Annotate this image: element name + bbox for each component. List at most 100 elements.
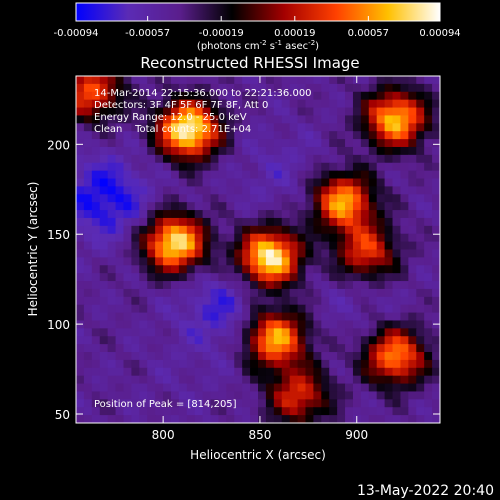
heatmap-cell — [99, 359, 109, 369]
heatmap-cell — [289, 281, 299, 290]
heatmap-cell — [416, 91, 425, 101]
heatmap-cell — [234, 99, 243, 109]
heatmap-cell — [242, 312, 251, 322]
heatmap-cell — [242, 241, 251, 251]
heatmap-cell — [424, 407, 433, 416]
heatmap-cell — [258, 123, 267, 132]
heatmap-cell — [368, 273, 378, 282]
heatmap-cell — [384, 336, 394, 345]
heatmap-cell — [155, 115, 164, 124]
heatmap-cell — [273, 288, 283, 298]
heatmap-cell — [273, 391, 283, 400]
heatmap-cell — [147, 210, 156, 219]
heatmap-cell — [83, 154, 93, 164]
heatmap-cell — [392, 415, 402, 423]
heatmap-cell — [234, 367, 243, 377]
heatmap-cell — [408, 131, 417, 140]
heatmap-cell — [368, 154, 378, 164]
heatmap-cell — [163, 273, 172, 282]
heatmap-cell — [352, 249, 362, 258]
heatmap-cell — [368, 383, 378, 393]
heatmap-cell — [321, 359, 330, 369]
heatmap-cell — [384, 281, 394, 290]
heatmap-cell — [242, 296, 251, 306]
heatmap-cell — [91, 178, 101, 188]
heatmap-cell — [186, 139, 196, 148]
heatmap-cell — [368, 415, 378, 423]
heatmap-cell — [297, 154, 307, 164]
heatmap-cell — [384, 249, 394, 258]
heatmap-cell — [400, 123, 409, 132]
heatmap-cell — [147, 154, 156, 164]
heatmap-cell — [202, 146, 212, 156]
heatmap-cell — [408, 83, 417, 93]
heatmap-cell — [186, 399, 196, 408]
heatmap-cell — [305, 312, 314, 322]
heatmap-cell — [226, 415, 235, 423]
heatmap-cell — [392, 170, 402, 180]
heatmap-cell — [400, 225, 409, 235]
heatmap-cell — [107, 344, 117, 353]
heatmap-cell — [163, 123, 172, 132]
heatmap-cell — [234, 170, 243, 180]
heatmap-cell — [242, 281, 251, 290]
heatmap-cell — [297, 146, 307, 156]
heatmap-cell — [368, 115, 378, 124]
heatmap-cell — [265, 233, 275, 243]
heatmap-cell — [226, 288, 235, 298]
heatmap-cell — [218, 328, 227, 337]
heatmap-cell — [250, 76, 259, 85]
heatmap-cell — [360, 233, 370, 243]
heatmap-cell — [432, 99, 440, 109]
heatmap-cell — [131, 288, 140, 298]
heatmap-cell — [131, 249, 140, 258]
heatmap-cell — [170, 202, 180, 211]
heatmap-cell — [210, 210, 220, 219]
heatmap-cell — [408, 399, 417, 408]
heatmap-cell — [265, 107, 275, 117]
heatmap-cell — [83, 407, 93, 416]
heatmap-cell — [250, 281, 259, 290]
heatmap-cell — [392, 123, 402, 132]
heatmap-cell — [424, 186, 433, 195]
heatmap-cell — [194, 359, 204, 369]
heatmap-cell — [250, 375, 259, 385]
heatmap-cell — [170, 352, 180, 361]
heatmap-cell — [424, 367, 433, 377]
heatmap-cell — [250, 225, 259, 235]
heatmap-cell — [178, 154, 188, 164]
heatmap-cell — [226, 352, 235, 361]
heatmap-cell — [99, 139, 109, 148]
heatmap-cell — [416, 352, 425, 361]
heatmap-cell — [139, 146, 148, 156]
heatmap-cell — [194, 249, 204, 258]
heatmap-cell — [297, 273, 307, 282]
heatmap-cell — [123, 139, 132, 148]
heatmap-cell — [258, 273, 267, 282]
heatmap-cell — [416, 202, 425, 211]
heatmap-cell — [337, 91, 346, 101]
heatmap-cell — [91, 194, 101, 203]
heatmap-cell — [384, 123, 394, 132]
heatmap-cell — [234, 312, 243, 322]
heatmap-cell — [273, 107, 283, 117]
heatmap-cell — [107, 76, 117, 85]
heatmap-cell — [432, 328, 440, 337]
heatmap-cell — [76, 225, 85, 235]
heatmap-cell — [218, 359, 227, 369]
heatmap-cell — [202, 154, 212, 164]
heatmap-cell — [123, 399, 132, 408]
heatmap-cell — [76, 233, 85, 243]
heatmap-cell — [424, 320, 433, 329]
heatmap-cell — [281, 170, 291, 180]
heatmap-cell — [226, 383, 235, 393]
heatmap-cell — [242, 139, 251, 148]
heatmap-cell — [210, 115, 220, 124]
heatmap-cell — [297, 328, 307, 337]
heatmap-cell — [186, 257, 196, 266]
heatmap-cell — [360, 123, 370, 132]
heatmap-cell — [400, 202, 409, 211]
heatmap-cell — [400, 99, 409, 109]
heatmap-cell — [321, 415, 330, 423]
heatmap-cell — [99, 288, 109, 298]
